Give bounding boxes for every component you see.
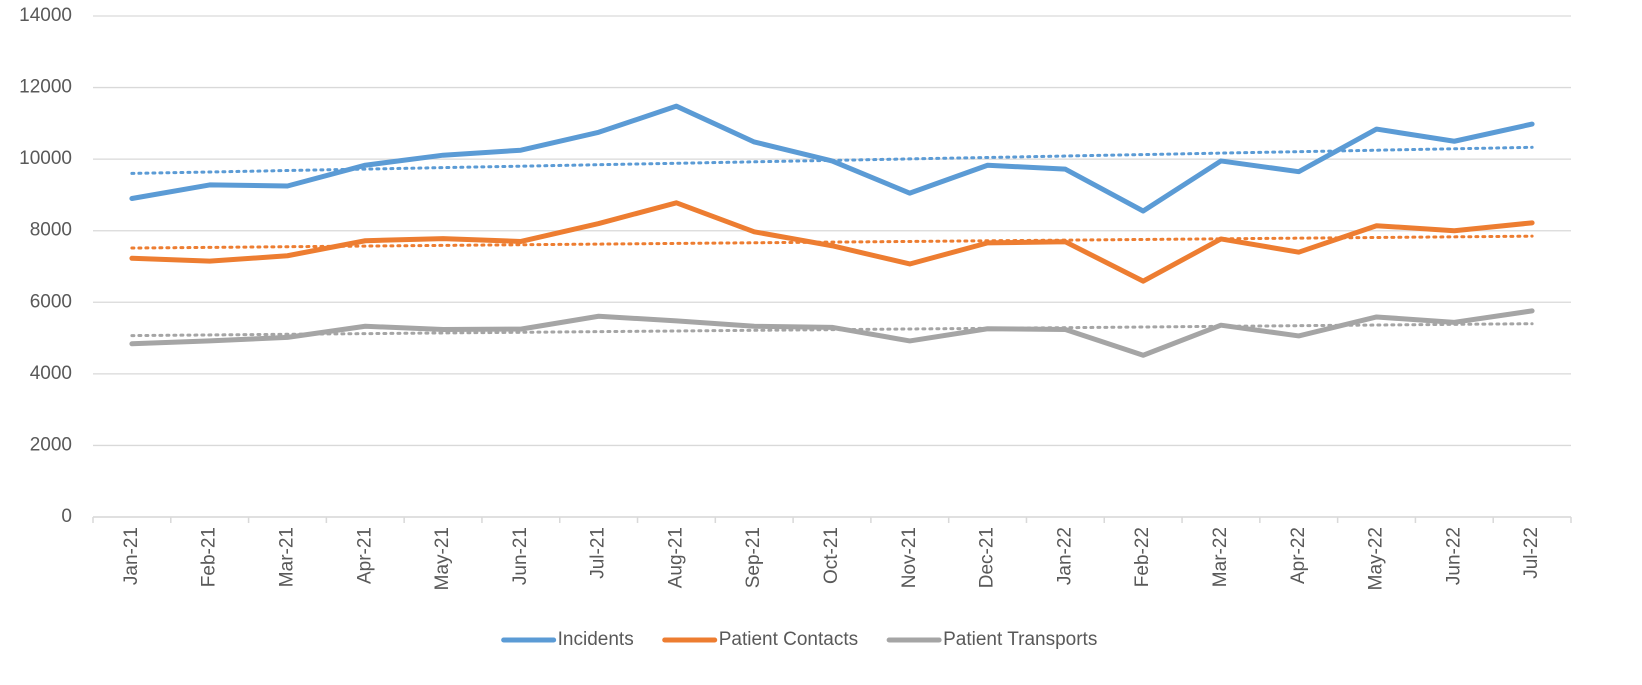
y-tick-label: 0 [61, 506, 72, 527]
x-tick-label: Dec-21 [977, 527, 998, 588]
y-tick-label: 8000 [30, 220, 72, 241]
x-tick-label: Feb-22 [1132, 527, 1153, 587]
legend-label: Incidents [558, 629, 634, 650]
x-tick-label: Jan-22 [1054, 527, 1075, 585]
x-tick-label: Mar-21 [276, 527, 297, 587]
x-tick-label: Apr-22 [1288, 527, 1309, 584]
x-tick-label: Feb-21 [199, 527, 220, 587]
x-tick-label: May-22 [1366, 527, 1387, 590]
x-tick-label: Nov-21 [899, 527, 920, 588]
x-tick-label: Jun-22 [1443, 527, 1464, 585]
y-tick-label: 10000 [19, 148, 72, 169]
x-tick-label: Mar-22 [1210, 527, 1231, 587]
series-line [129, 308, 1535, 358]
x-tick-label: May-21 [432, 527, 453, 590]
x-tick-label: Sep-21 [743, 527, 764, 588]
y-tick-label: 4000 [30, 363, 72, 384]
x-tick-label: Aug-21 [665, 527, 686, 588]
y-tick-label: 2000 [30, 434, 72, 455]
legend-label: Patient Transports [943, 629, 1097, 650]
x-tick-label: Jan-21 [121, 527, 142, 585]
trendline [130, 234, 1534, 250]
x-tick-label: Oct-21 [821, 527, 842, 584]
y-tick-label: 14000 [19, 5, 72, 26]
x-tick-label: Apr-21 [354, 527, 375, 584]
y-tick-label: 12000 [19, 77, 72, 98]
x-tick-label: Jul-21 [588, 527, 609, 579]
x-tick-label: Jul-22 [1521, 527, 1542, 579]
legend-label: Patient Contacts [719, 629, 858, 650]
y-tick-label: 6000 [30, 291, 72, 312]
series-line [129, 200, 1535, 284]
series-line [129, 103, 1535, 214]
x-tick-label: Jun-21 [510, 527, 531, 585]
